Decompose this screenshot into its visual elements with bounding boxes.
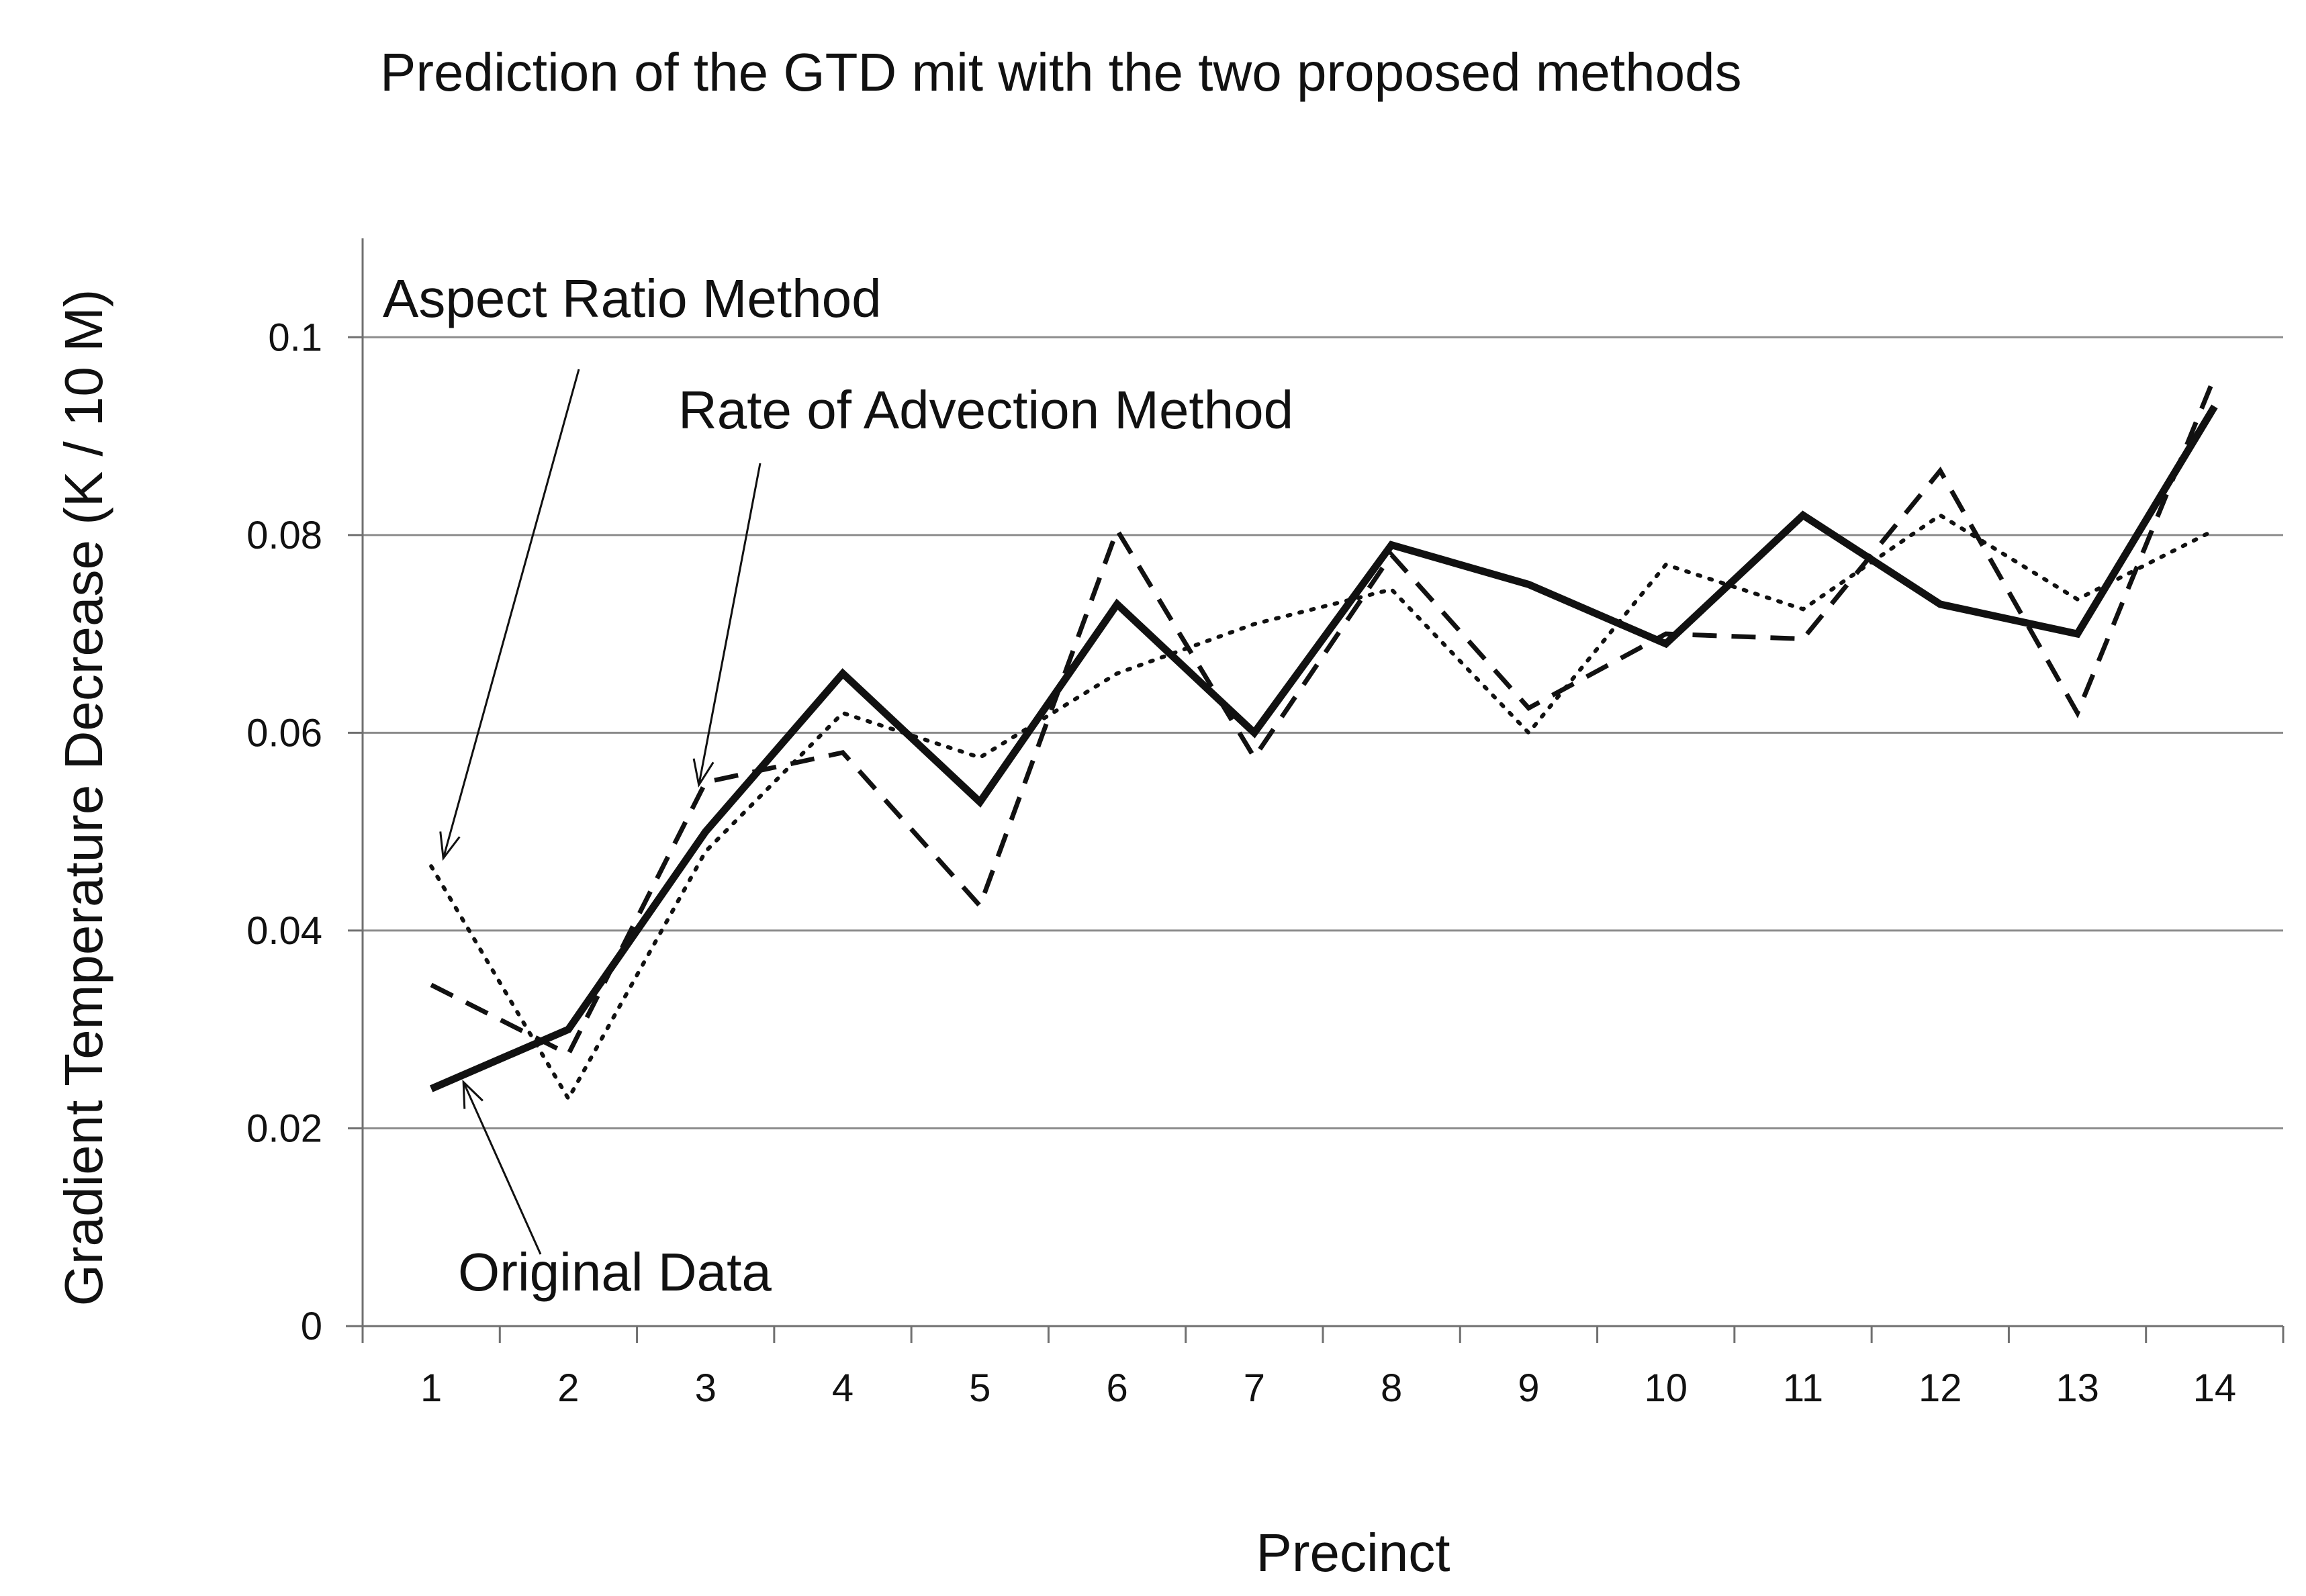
annotations: Aspect Ratio Method Rate of Advection Met… <box>383 269 1293 1302</box>
y-axis-title: Gradient Temperature Decrease (K / 10 M) <box>54 289 113 1307</box>
x-tick-label: 13 <box>2056 1366 2099 1410</box>
x-tick-label: 7 <box>1244 1366 1265 1410</box>
x-axis-title: Precinct <box>1256 1523 1450 1583</box>
series-rate-of-advection <box>431 377 2215 1054</box>
chart-title: Prediction of the GTD mit with the two p… <box>380 42 1742 102</box>
x-tick-label: 10 <box>1644 1366 1688 1410</box>
x-tick-label: 8 <box>1381 1366 1402 1410</box>
annotation-aspect-ratio-method: Aspect Ratio Method <box>383 269 882 328</box>
x-tick-label: 11 <box>1783 1366 1823 1410</box>
x-tick-label: 6 <box>1106 1366 1127 1410</box>
annotation-arrow-original-data <box>463 1082 541 1254</box>
series-lines <box>431 377 2215 1098</box>
annotation-arrow-rate-of-advection-method <box>699 463 760 785</box>
series-original-data <box>431 406 2215 1088</box>
x-tick-label: 9 <box>1518 1366 1539 1410</box>
x-tick-label: 4 <box>832 1366 854 1410</box>
y-tick-label: 0.1 <box>268 316 322 359</box>
x-tick-label: 3 <box>695 1366 717 1410</box>
annotation-rate-of-advection-method: Rate of Advection Method <box>678 380 1293 440</box>
gridlines <box>363 337 2283 1128</box>
y-tick-label: 0.08 <box>246 514 322 557</box>
y-tick-label: 0.06 <box>246 711 322 755</box>
x-tick-label: 1 <box>420 1366 442 1410</box>
y-tick-label: 0.02 <box>246 1107 322 1150</box>
x-tick-label: 5 <box>969 1366 990 1410</box>
y-tick-label: 0.04 <box>246 909 322 953</box>
x-tick-label: 12 <box>1919 1366 1962 1410</box>
x-tick-label: 14 <box>2193 1366 2237 1410</box>
y-tick-label: 0 <box>301 1305 322 1348</box>
x-tick-label: 2 <box>557 1366 579 1410</box>
annotation-arrow-aspect-ratio-method <box>443 369 579 858</box>
annotation-original-data: Original Data <box>458 1242 772 1302</box>
